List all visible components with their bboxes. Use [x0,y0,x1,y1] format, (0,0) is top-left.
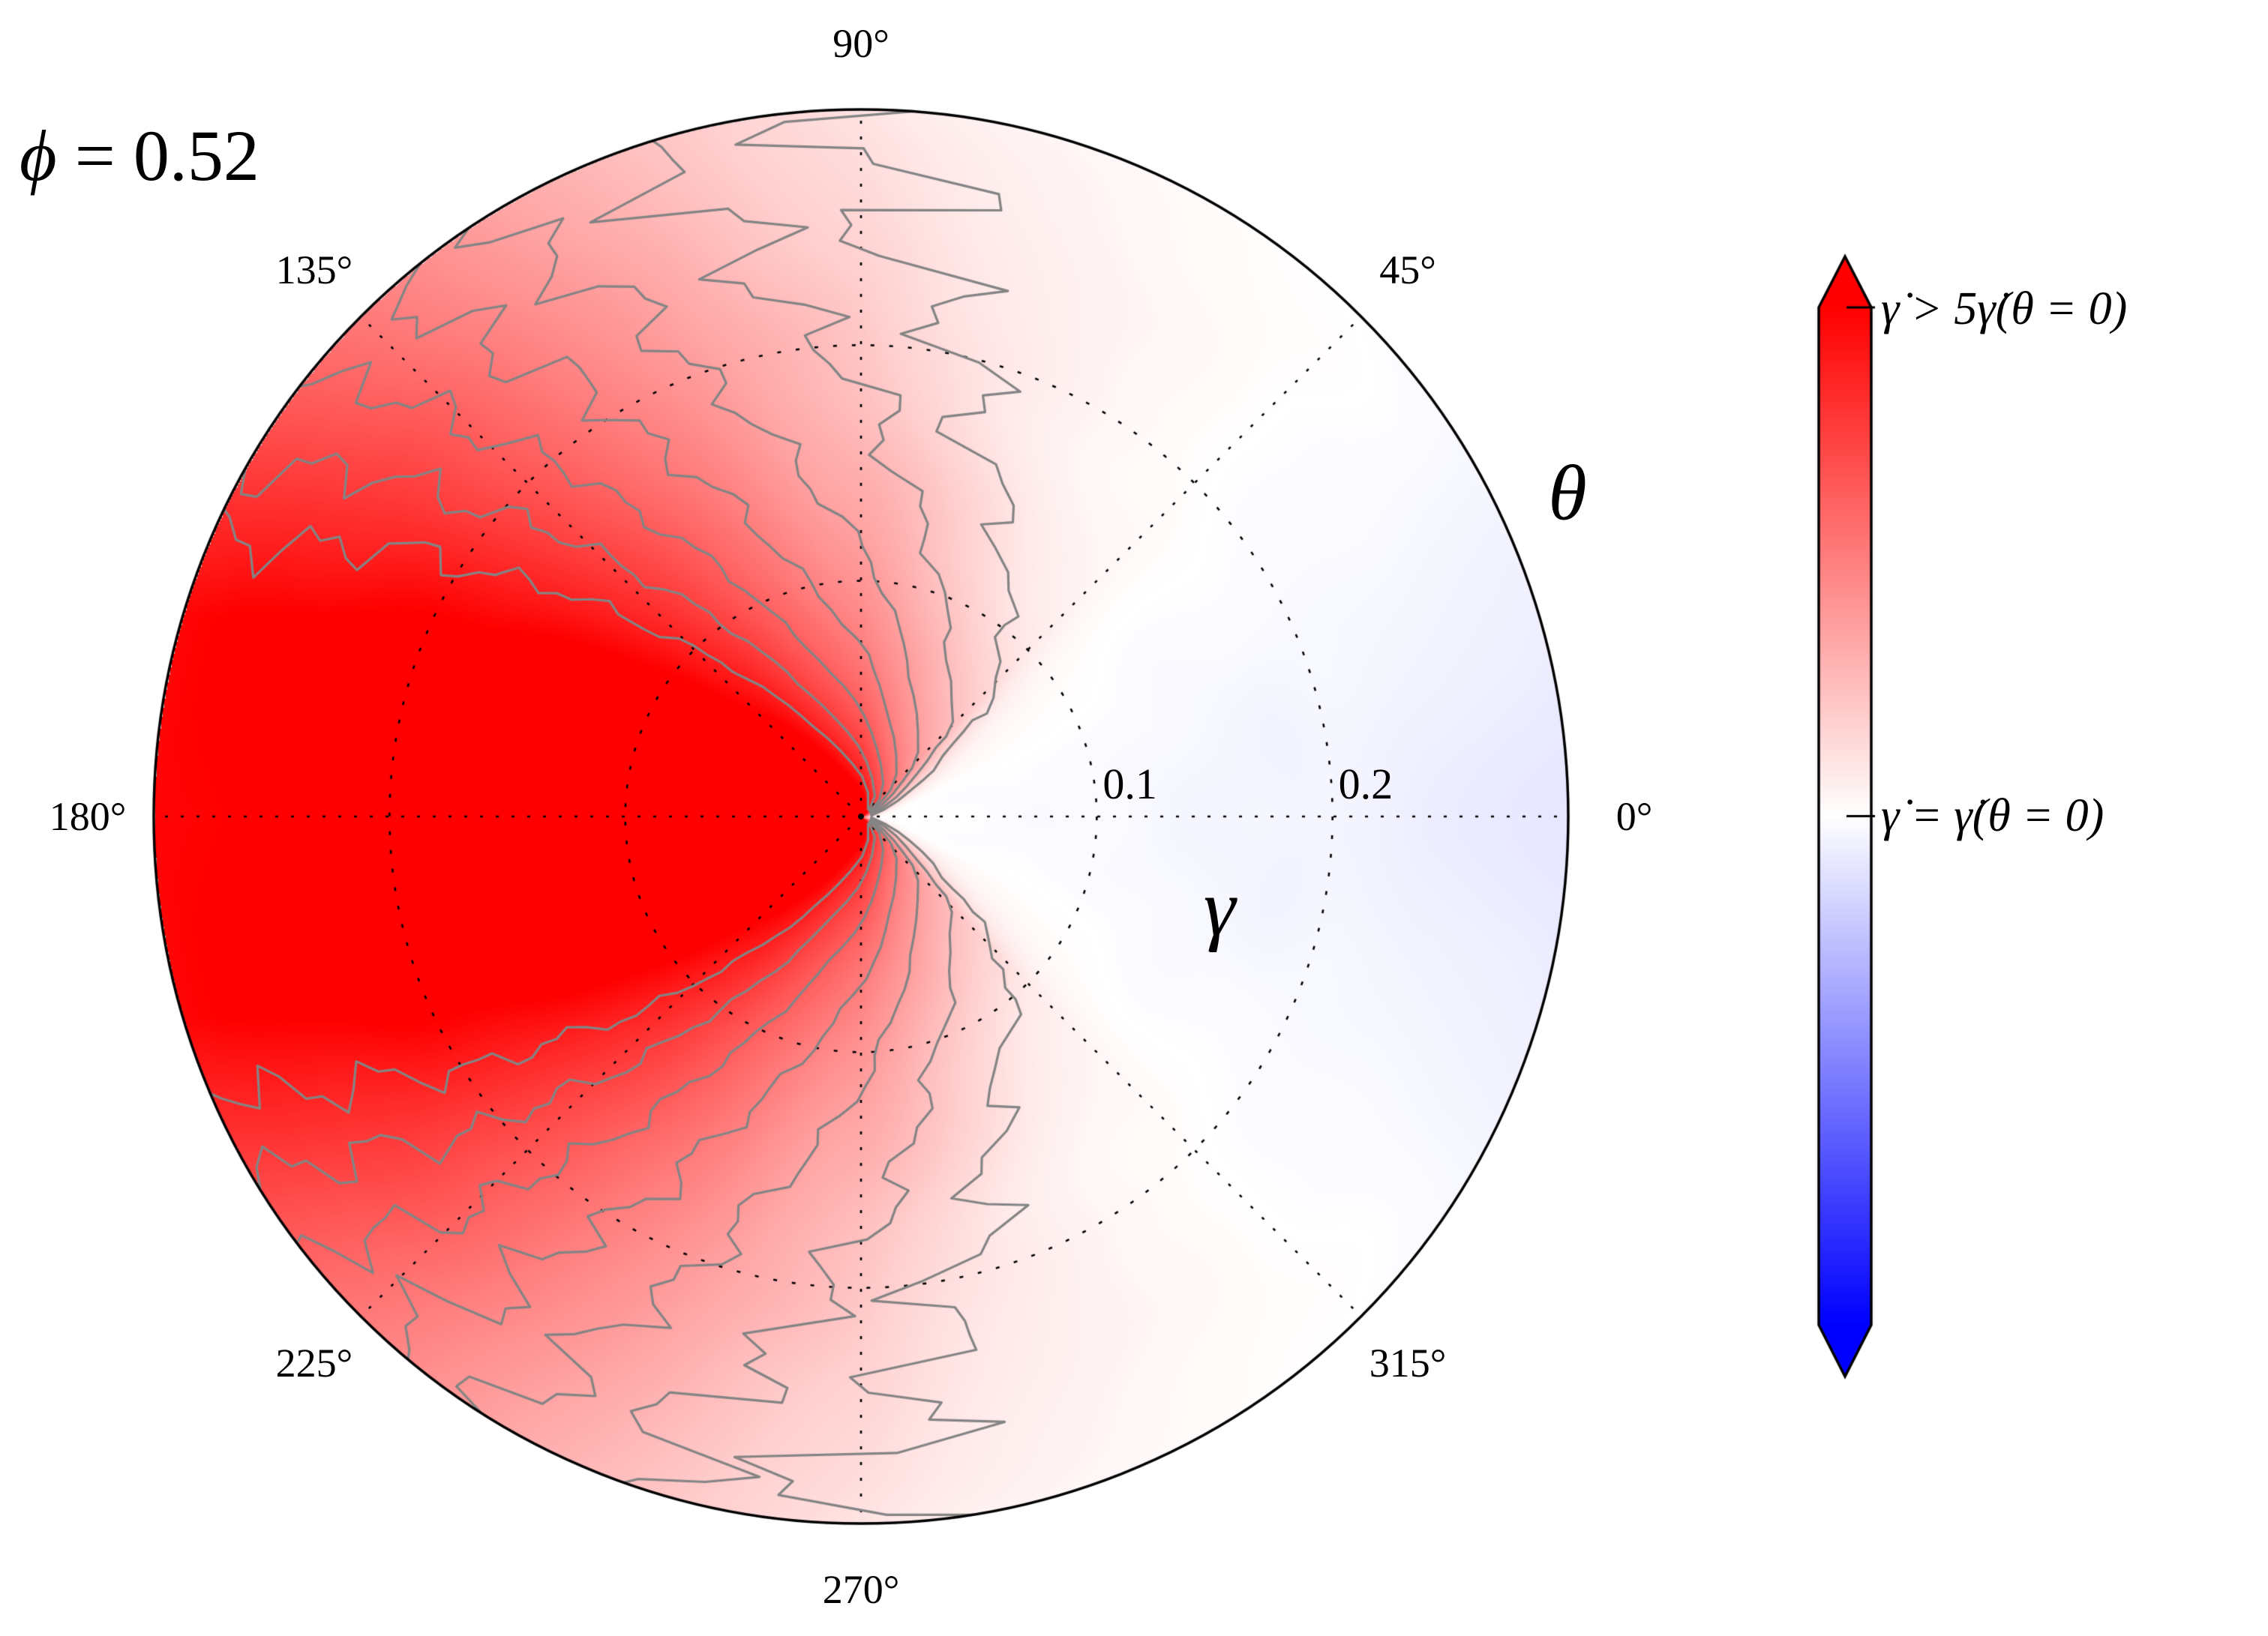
angle-tick-label-270: 270° [822,1567,900,1612]
angle-tick-label-135: 135° [275,247,353,292]
angle-tick-label-225: 225° [275,1341,353,1386]
angle-axis-symbol: θ [1548,448,1587,537]
angle-tick-label-90: 90° [832,21,890,66]
angle-tick-label-0: 0° [1616,794,1653,839]
radial-tick-label-0.2: 0.2 [1338,760,1394,808]
colorbar-max-label: γ̇ > 5γ̇(θ = 0) [1881,283,2128,334]
angle-tick-label-45: 45° [1379,247,1436,292]
radial-tick-label-0.1: 0.1 [1102,760,1157,808]
phi-value: = 0.52 [56,115,260,196]
colorbar-mid-label: γ̇ = γ̇(θ = 0) [1881,790,2104,841]
title-phi: ϕ = 0.52 [20,120,260,192]
radial-axis-symbol: γ [1203,864,1236,953]
angle-tick-label-180: 180° [49,794,127,839]
angle-tick-label-315: 315° [1369,1341,1447,1386]
phi-symbol: ϕ [20,115,57,196]
